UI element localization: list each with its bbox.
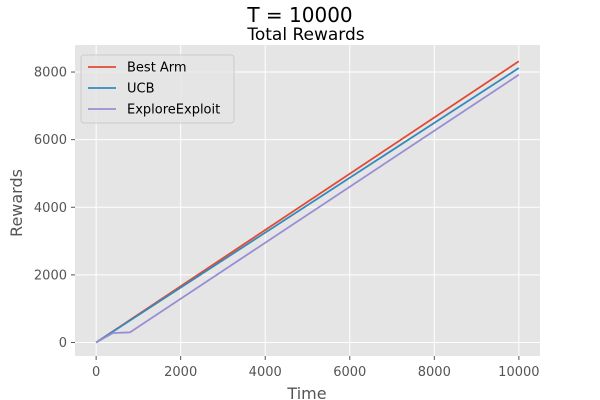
- x-tick-label: 10000: [498, 365, 539, 380]
- series-line-best-arm: [95, 60, 520, 344]
- grid: [75, 45, 540, 356]
- y-tick-label: 8000: [34, 66, 67, 81]
- x-tick-label: 8000: [418, 365, 451, 380]
- figure-suptitle: T = 10000: [246, 3, 352, 27]
- series-line-exploreexploit: [95, 73, 520, 344]
- legend-label-exploreexploit: ExploreExploit: [127, 103, 220, 118]
- legend-box: [80, 54, 235, 124]
- x-tick-label: 4000: [249, 365, 282, 380]
- x-axis-label: Time: [286, 384, 326, 400]
- legend: Best Arm UCB ExploreExploit: [80, 54, 235, 124]
- x-tick-label: 2000: [164, 365, 197, 380]
- legend-label-best-arm: Best Arm: [127, 61, 187, 76]
- y-axis-label: Rewards: [7, 169, 26, 237]
- chart-title: Total Rewards: [246, 25, 364, 45]
- x-tick-label: 0: [92, 365, 100, 380]
- y-tick-label: 0: [59, 336, 67, 351]
- x-axis-ticks: 0 2000 4000 6000 8000 10000: [92, 356, 540, 380]
- x-tick-label: 6000: [333, 365, 366, 380]
- y-tick-label: 6000: [34, 133, 67, 148]
- y-axis-ticks: 0 2000 4000 6000 8000: [34, 66, 75, 351]
- y-tick-label: 4000: [34, 201, 67, 216]
- y-tick-label: 2000: [34, 268, 67, 283]
- series-group: [95, 60, 520, 344]
- series-line-ucb: [95, 67, 520, 344]
- legend-label-ucb: UCB: [127, 82, 155, 97]
